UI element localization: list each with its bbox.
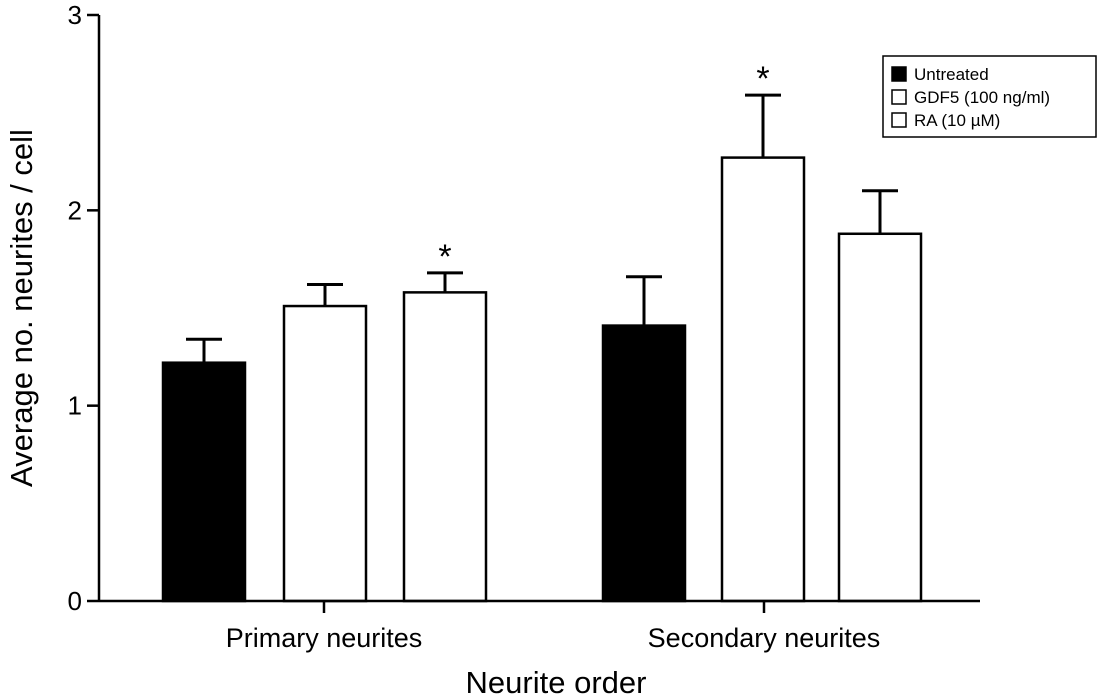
legend-swatch-1 [891, 66, 907, 82]
bar-2-1 [282, 304, 368, 603]
axes-layer: 0 1 2 3 Primary neurites Secondary neurites [68, 0, 980, 653]
legend-label-3: RA (10 µM) [914, 111, 1000, 130]
legend: Untreated GDF5 (100 ng/ml) RA (10 µM) [882, 55, 1097, 138]
bar-2-2 [720, 156, 806, 603]
x-axis-title: Neurite order [466, 665, 647, 699]
legend-label-2: GDF5 (100 ng/ml) [914, 88, 1050, 107]
significance-star-3-1: * [438, 238, 451, 276]
y-axis-title: Average no. neurites / cell [4, 129, 39, 487]
y-tick-label-3: 3 [68, 0, 82, 30]
x-tick-label-2: Secondary neurites [648, 623, 881, 653]
bars-layer: ** [161, 60, 923, 603]
legend-box [882, 55, 1097, 138]
y-tick-label-1: 1 [68, 391, 82, 421]
bar-1-1 [161, 361, 247, 603]
legend-swatch-3 [891, 112, 907, 128]
y-tick-label-0: 0 [68, 586, 82, 616]
bar-3-2 [837, 232, 923, 603]
y-tick-label-2: 2 [68, 195, 82, 225]
significance-star-2-2: * [756, 60, 769, 98]
bar-1-2 [601, 324, 687, 603]
x-tick-label-1: Primary neurites [226, 623, 423, 653]
bar-3-1 [402, 291, 488, 603]
legend-label-1: Untreated [914, 65, 989, 84]
legend-swatch-2 [891, 89, 907, 105]
